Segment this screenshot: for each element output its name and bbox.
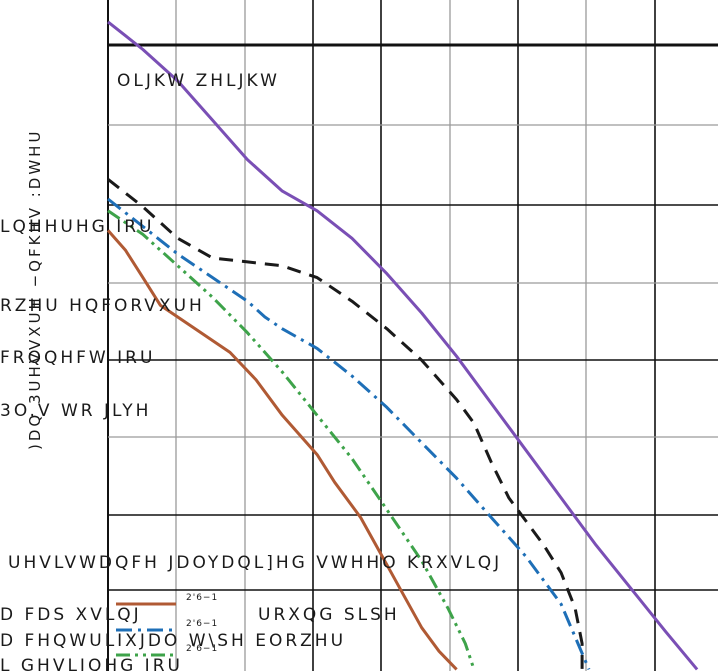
legend-tag-2: 2'6−1	[186, 644, 218, 654]
annotation-lower-enclosure: RZHU HQFORVXUH	[0, 296, 205, 316]
series-line-2	[107, 197, 591, 670]
chart-grid	[107, 0, 718, 671]
series-line-0	[107, 20, 699, 671]
annotation-designed-for: L GHVLJQHG IRU	[0, 656, 183, 671]
annotation-round-pipe: URXQG SLSH	[258, 605, 400, 625]
chart-curves	[106, 20, 699, 671]
series-line-1	[107, 178, 584, 670]
annotation-cap-using: D FDS XVLQJ	[0, 605, 142, 625]
y-axis-title: )DQ 3UHVVXUH −QFKHV :DWHU	[26, 129, 44, 450]
annotation-connect-for: FRQQHFW IRU	[0, 348, 155, 368]
annotation-light-weight: OLJKW ZHLJKW	[117, 71, 280, 91]
annotation-centrifugal-blower: D FHQWULIXJDO W\SH EORZHU	[0, 631, 346, 651]
chart-annotations: OLJKW ZHLJKW LQHHUHG IRU RZHU HQFORVXUH …	[0, 71, 502, 671]
annotation-resistance-housing: UHVLVWDQFH JDOYDQL]HG VWHHO KRXVLQJ	[8, 553, 502, 573]
annotation-engineered-for: LQHHUHG IRU	[0, 217, 155, 237]
chart-legend: 2'6−1 2'6−1 2'6−1	[116, 593, 218, 657]
annotation-lpms-to-give: 3O.V WR JLYH	[0, 401, 151, 421]
series-line-3	[107, 209, 476, 670]
legend-tag-0: 2'6−1	[186, 593, 218, 603]
series-line-4	[106, 229, 458, 671]
legend-tag-1: 2'6−1	[186, 619, 218, 629]
